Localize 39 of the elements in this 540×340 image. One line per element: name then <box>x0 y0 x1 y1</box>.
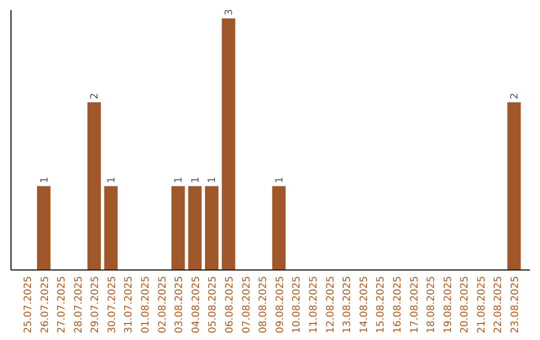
data-label: 2 <box>510 92 521 100</box>
data-label: 2 <box>90 92 101 100</box>
data-label: 1 <box>39 176 50 184</box>
x-tick-label: 26.07.2025 <box>40 276 51 334</box>
x-tick-label: 30.07.2025 <box>106 276 118 334</box>
x-tick-label: 19.08.2025 <box>442 276 454 334</box>
x-tick-label: 14.08.2025 <box>358 276 370 334</box>
data-label: 1 <box>190 176 202 184</box>
x-tick-label: 21.08.2025 <box>476 276 488 334</box>
x-tick-label: 10.08.2025 <box>292 276 303 334</box>
x-tick-label: 12.08.2025 <box>325 276 336 334</box>
x-tick-label: 11.08.2025 <box>308 276 320 334</box>
data-label: 3 <box>224 9 236 16</box>
x-tick-label: 15.08.2025 <box>376 276 387 334</box>
x-tick-label: 16.08.2025 <box>392 276 404 334</box>
x-tick-label: 27.07.2025 <box>56 276 68 334</box>
data-label: 1 <box>106 176 118 184</box>
x-tick-label: 05.08.2025 <box>208 276 219 334</box>
x-tick-label: 06.08.2025 <box>224 276 236 334</box>
x-tick-label: 02.08.2025 <box>157 276 168 334</box>
x-tick-label: 17.08.2025 <box>409 276 420 334</box>
x-tick-label: 04.08.2025 <box>190 276 202 334</box>
x-tick-label: 03.08.2025 <box>174 276 186 334</box>
x-tick-label: 08.08.2025 <box>258 276 270 334</box>
data-label: 1 <box>274 176 286 184</box>
x-tick-label: 18.08.2025 <box>426 276 438 334</box>
x-tick-label: 28.07.2025 <box>73 276 84 334</box>
x-tick-label: 23.08.2025 <box>510 276 522 334</box>
data-label: 1 <box>207 176 218 184</box>
x-tick-label: 29.07.2025 <box>90 276 102 334</box>
x-tick-label: 13.08.2025 <box>342 276 354 334</box>
x-tick-label: 09.08.2025 <box>274 276 286 334</box>
x-tick-label: 25.07.2025 <box>22 276 34 334</box>
x-tick-label: 20.08.2025 <box>460 276 471 334</box>
data-label: 1 <box>174 176 185 184</box>
x-tick-label: 22.08.2025 <box>493 276 504 334</box>
x-tick-label: 01.08.2025 <box>140 276 152 334</box>
x-tick-label: 31.07.2025 <box>124 276 135 334</box>
x-tick-label: 07.08.2025 <box>241 276 252 334</box>
